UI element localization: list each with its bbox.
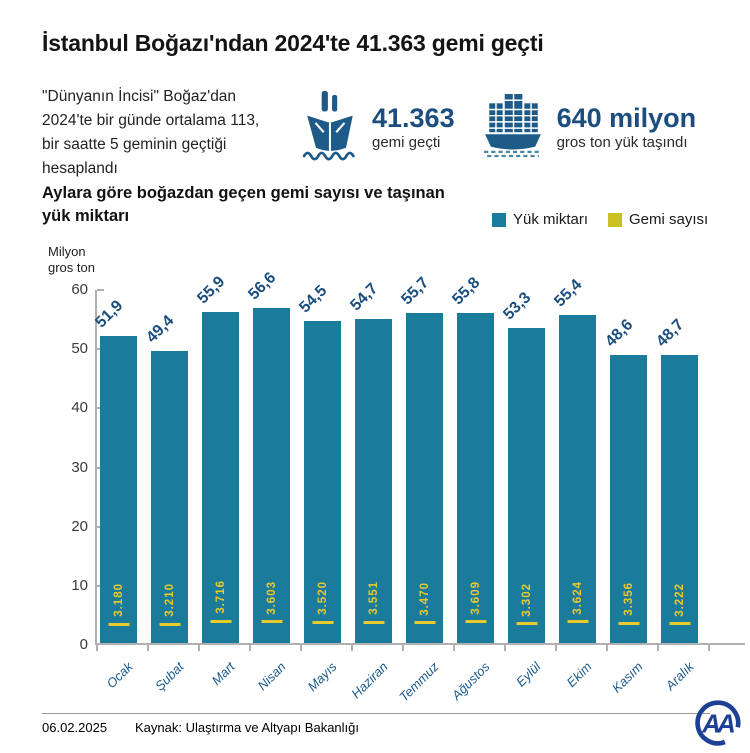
bar-value-label: 48,7 bbox=[653, 316, 688, 351]
y-tick-label: 40 bbox=[71, 399, 88, 417]
gemi-sayisi-label: 3.222 bbox=[673, 583, 686, 617]
stat-ships-passed: 41.363 gemi geçti bbox=[302, 88, 455, 167]
stat-text: 640 milyon gros ton yük taşındı bbox=[556, 102, 697, 152]
bar-yuk-miktari: 3.520 bbox=[304, 320, 341, 643]
legend-swatch-yuk bbox=[492, 212, 506, 227]
bar-value-label: 49,4 bbox=[143, 311, 178, 347]
y-tick-label: 20 bbox=[71, 517, 88, 535]
gemi-sayisi-label: 3.520 bbox=[316, 581, 329, 616]
x-tick-mark bbox=[708, 645, 710, 651]
gemi-sayisi-label: 3.624 bbox=[571, 580, 584, 615]
bar-yuk-miktari: 3.716 bbox=[202, 312, 239, 643]
bar-yuk-miktari: 3.470 bbox=[406, 313, 443, 643]
legend-label: Gemi sayısı bbox=[629, 211, 709, 228]
bar-yuk-miktari: 3.609 bbox=[457, 312, 494, 643]
headline-stats: 41.363 gemi geçti bbox=[302, 88, 696, 167]
gemi-sayisi-tick bbox=[108, 622, 129, 626]
chart-legend: Yük miktarı Gemi sayısı bbox=[492, 211, 708, 228]
y-tick-label: 30 bbox=[71, 458, 88, 476]
legend-item-gemi-sayisi: Gemi sayısı bbox=[608, 211, 708, 228]
chart-title: Aylara göre boğazdan geçen gemi sayısı v… bbox=[42, 184, 445, 226]
legend-swatch-gemi bbox=[608, 212, 623, 227]
gemi-sayisi-tick bbox=[414, 620, 435, 624]
gemi-sayisi-tick bbox=[669, 622, 690, 626]
footer-date: 06.02.2025 bbox=[42, 720, 108, 735]
legend-item-yuk-miktari: Yük miktarı bbox=[492, 211, 588, 228]
stat-cargo-tonnage: 640 milyon gros ton yük taşındı bbox=[481, 90, 697, 165]
svg-text:AA: AA bbox=[701, 710, 734, 738]
bar-value-label: 48,6 bbox=[602, 316, 637, 351]
x-tick-mark bbox=[249, 645, 251, 651]
x-tick-mark bbox=[657, 645, 659, 651]
bar-yuk-miktari: 3.551 bbox=[355, 319, 392, 643]
x-tick-mark bbox=[606, 645, 608, 651]
gemi-sayisi-label: 3.609 bbox=[469, 580, 482, 615]
description-text: "Dünyanın İncisi" Boğaz'dan 2024'te bir … bbox=[42, 88, 260, 178]
footer-divider bbox=[42, 713, 710, 714]
bar-value-label: 53,3 bbox=[500, 288, 535, 323]
y-axis-label: Milyon gros ton bbox=[48, 244, 95, 276]
gemi-sayisi-label: 3.603 bbox=[265, 580, 278, 615]
bar-value-label: 56,6 bbox=[245, 269, 280, 304]
bar-value-label: 55,4 bbox=[551, 276, 586, 311]
y-tick-label: 60 bbox=[71, 281, 88, 298]
bar-yuk-miktari: 3.210 bbox=[151, 350, 188, 643]
bar-value-label: 54,5 bbox=[296, 281, 331, 316]
y-tick-label: 50 bbox=[71, 340, 88, 358]
x-tick-mark bbox=[96, 645, 98, 651]
gemi-sayisi-tick bbox=[312, 620, 333, 624]
gemi-sayisi-label: 3.716 bbox=[214, 580, 227, 615]
x-tick-mark bbox=[351, 645, 353, 651]
y-tick-mark bbox=[97, 289, 104, 291]
gemi-sayisi-tick bbox=[159, 622, 180, 626]
passenger-ship-icon bbox=[302, 88, 360, 167]
gemi-sayisi-label: 3.356 bbox=[622, 582, 635, 617]
x-tick-mark bbox=[300, 645, 302, 651]
page-title: İstanbul Boğazı'ndan 2024'te 41.363 gemi… bbox=[42, 30, 544, 56]
x-tick-mark bbox=[402, 645, 404, 651]
bar-value-label: 55,8 bbox=[449, 274, 484, 309]
gemi-sayisi-tick bbox=[567, 620, 588, 624]
aa-agency-logo: AA bbox=[694, 699, 742, 753]
gemi-sayisi-tick bbox=[465, 620, 486, 624]
footer-source: Kaynak: Ulaştırma ve Altyapı Bakanlığı bbox=[135, 720, 359, 735]
stat-text: 41.363 gemi geçti bbox=[372, 102, 455, 152]
gemi-sayisi-tick bbox=[210, 619, 231, 623]
gemi-sayisi-tick bbox=[516, 621, 537, 625]
stat-value: 640 milyon bbox=[556, 102, 697, 133]
gemi-sayisi-tick bbox=[363, 620, 384, 624]
cargo-ship-icon bbox=[481, 90, 545, 165]
x-tick-mark bbox=[504, 645, 506, 651]
bar-value-label: 55,9 bbox=[194, 273, 229, 308]
y-tick-label: 10 bbox=[71, 576, 88, 594]
stat-caption: gros ton yük taşındı bbox=[556, 134, 688, 152]
gemi-sayisi-label: 3.210 bbox=[163, 583, 176, 618]
x-tick-mark bbox=[555, 645, 557, 651]
x-tick-mark bbox=[453, 645, 455, 651]
bar-yuk-miktari: 3.302 bbox=[508, 327, 545, 643]
y-tick-label: 0 bbox=[79, 636, 88, 653]
bar-yuk-miktari: 3.180 bbox=[100, 335, 137, 643]
bar-chart: 0 10 20 30 40 50 60 3.180 51,9 Ocak 3.210 49,4 Şubat… bbox=[0, 269, 750, 710]
stat-caption: gemi geçti bbox=[372, 134, 441, 152]
bar-value-label: 54,7 bbox=[347, 280, 382, 315]
gemi-sayisi-label: 3.470 bbox=[418, 581, 431, 616]
gemi-sayisi-label: 3.551 bbox=[367, 581, 380, 615]
gemi-sayisi-label: 3.180 bbox=[112, 583, 125, 618]
gemi-sayisi-tick bbox=[261, 620, 282, 624]
bar-yuk-miktari: 3.624 bbox=[559, 315, 596, 643]
gemi-sayisi-tick bbox=[618, 621, 639, 625]
bar-value-label: 51,9 bbox=[92, 297, 127, 332]
bar-yuk-miktari: 3.356 bbox=[610, 355, 647, 643]
bar-value-label: 55,7 bbox=[398, 274, 433, 309]
legend-label: Yük miktarı bbox=[513, 211, 589, 228]
x-tick-mark bbox=[198, 645, 200, 651]
bar-yuk-miktari: 3.222 bbox=[661, 354, 698, 643]
stat-value: 41.363 bbox=[372, 102, 455, 133]
plot-area: 0 10 20 30 40 50 60 3.180 51,9 Ocak 3.210 49,4 Şubat… bbox=[71, 269, 745, 705]
x-tick-mark bbox=[147, 645, 149, 651]
gemi-sayisi-label: 3.302 bbox=[520, 582, 533, 617]
bar-yuk-miktari: 3.603 bbox=[253, 308, 290, 643]
